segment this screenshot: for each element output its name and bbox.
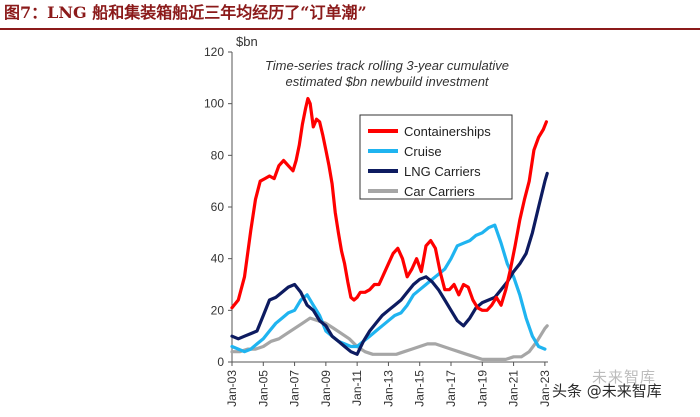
line-chart: 0 20 40 60 80 100 120 Jan-03 Jan-05 Jan-07 Jan-09… (204, 34, 552, 407)
series-lines (230, 96, 549, 361)
y-axis: 0 20 40 60 80 100 120 (204, 45, 233, 369)
y-tick-label: 80 (211, 148, 225, 162)
x-tick-label: Jan-15 (413, 370, 427, 407)
legend-label: Containerships (404, 124, 491, 139)
y-tick-label: 40 (211, 252, 225, 266)
chart-title-line-1: Time-series track rolling 3-year cumulat… (265, 58, 509, 73)
title-rule (0, 28, 700, 30)
legend-label: LNG Carriers (404, 164, 481, 179)
watermark: 未来智库 头条 @未来智库 (552, 368, 700, 400)
x-tick-label: Jan-19 (475, 370, 489, 407)
x-axis: Jan-03 Jan-05 Jan-07 Jan-09 Jan-11 Jan-13 Jan-… (225, 361, 552, 407)
x-tick-label: Jan-09 (319, 370, 333, 407)
x-tick-label: Jan-21 (507, 370, 521, 407)
figure-title: 图7：LNG 船和集装箱船近三年均经历了“订单潮” (4, 3, 367, 22)
x-tick-label: Jan-03 (225, 370, 239, 407)
y-tick-label: 100 (204, 97, 224, 111)
y-tick-label: 20 (211, 303, 225, 317)
series-line-containerships (230, 96, 549, 312)
x-tick-label: Jan-05 (256, 370, 270, 407)
x-tick-label: Jan-07 (288, 370, 302, 407)
x-tick-label: Jan-17 (444, 370, 458, 407)
y-tick-label: 120 (204, 45, 224, 59)
y-tick-label: 60 (211, 200, 225, 214)
legend: Containerships Cruise LNG Carriers Car Carr… (359, 114, 513, 200)
x-tick-label: Jan-13 (381, 370, 395, 407)
y-tick-label: 0 (217, 355, 224, 369)
series-line-lng-carriers (230, 171, 549, 356)
watermark-ghost-text: 未来智库 (592, 368, 657, 386)
chart-title-line-2: estimated $bn newbuild investment (285, 74, 489, 89)
legend-label: Cruise (404, 144, 442, 159)
chart-title: Time-series track rolling 3-year cumulat… (265, 58, 509, 89)
x-tick-label: Jan-11 (350, 370, 364, 406)
x-tick-label: Jan-23 (538, 370, 552, 407)
y-axis-label: $bn (236, 34, 258, 49)
legend-label: Car Carriers (404, 184, 475, 199)
series-line-cruise (230, 223, 547, 354)
watermark-text: 头条 @未来智库 (552, 382, 662, 400)
series-line-car-carriers (230, 316, 549, 361)
